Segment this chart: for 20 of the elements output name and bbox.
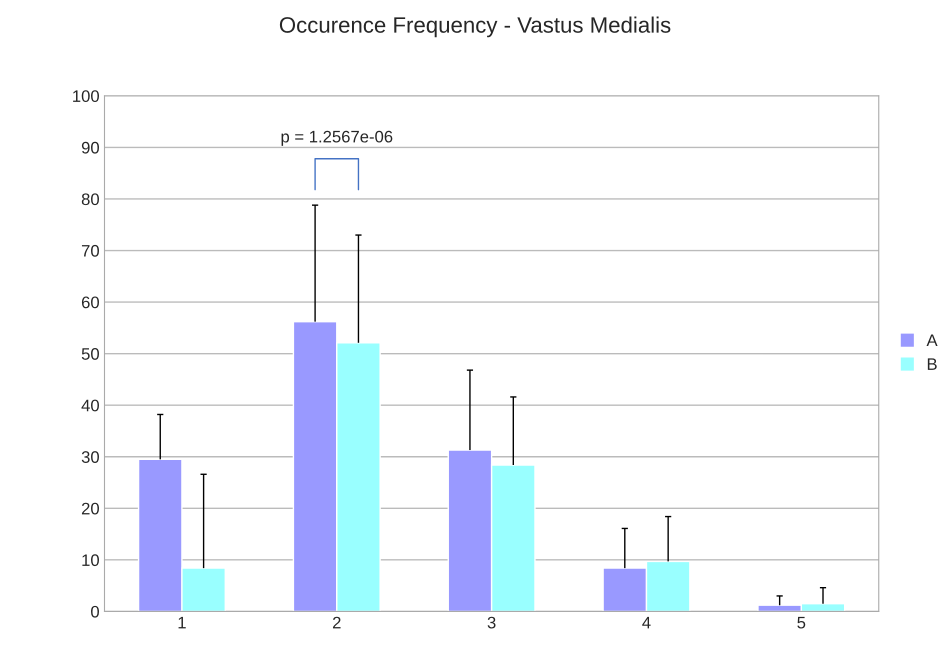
x-tick-label: 5 bbox=[797, 616, 806, 629]
y-tick-label: 0 bbox=[91, 606, 99, 618]
x-tick-label: 4 bbox=[642, 616, 651, 628]
y-tick-label: 70 bbox=[82, 244, 99, 257]
annotation: p = 1.2567e-06 bbox=[282, 130, 392, 146]
y-tick-label: 80 bbox=[82, 193, 99, 206]
y-tick-label: 60 bbox=[82, 296, 99, 308]
y-tick-label: 20 bbox=[82, 502, 99, 515]
x-tick-label: 3 bbox=[488, 616, 496, 629]
x-tick-label: 2 bbox=[332, 616, 341, 628]
y-tick-label: 50 bbox=[82, 348, 99, 360]
y-tick-label: 40 bbox=[81, 400, 99, 412]
y-tick-label: 10 bbox=[82, 554, 99, 566]
legend-label: A bbox=[926, 334, 938, 346]
legend-label: B bbox=[928, 358, 937, 370]
y-tick-label: 100 bbox=[73, 90, 99, 102]
y-tick-label: 90 bbox=[82, 142, 99, 154]
y-tick-label: 30 bbox=[82, 451, 99, 463]
x-tick-label: 1 bbox=[178, 616, 186, 628]
chart-title: Occurence Frequency - Vastus Medialis bbox=[280, 16, 670, 38]
